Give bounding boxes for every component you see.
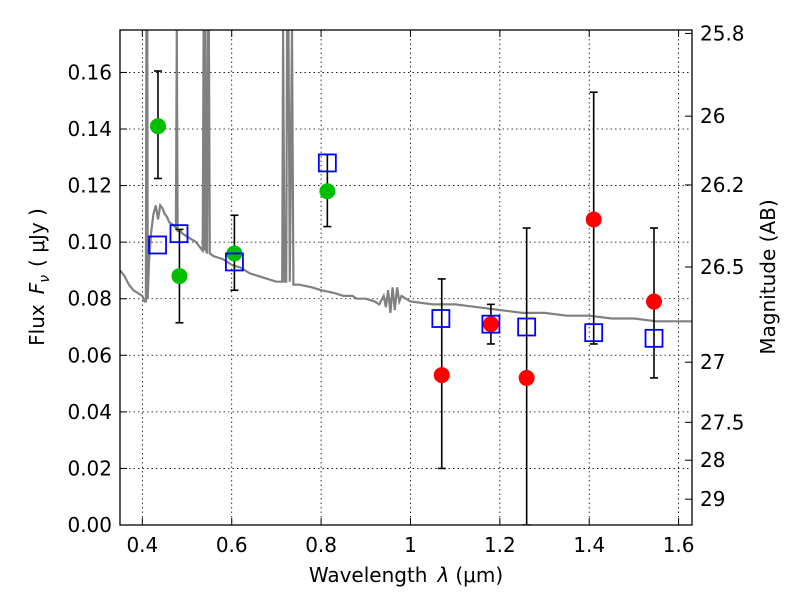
y2-tick-label: 27: [700, 350, 725, 374]
y-tick-label: 0.04: [67, 400, 112, 424]
data-point-square: [431, 309, 451, 328]
data-point-circle: [482, 316, 499, 333]
x-tick-label: 0.4: [126, 533, 158, 557]
y-tick-label: 0.00: [67, 513, 112, 537]
data-point-square: [584, 323, 604, 343]
y2-axis-ticks: 25.8 26 26.2 26.5 27 27.5 28 29: [685, 21, 745, 511]
x-tick-label: 1.2: [484, 533, 516, 557]
x-tick-label: 1.4: [573, 533, 605, 557]
data-point-circle: [518, 369, 535, 386]
data-point-square: [317, 153, 337, 173]
data-point-square: [169, 224, 189, 244]
y-tick-label: 0.14: [67, 117, 112, 141]
x-axis-ticks: 0.4 0.6 0.8 1 1.2 1.4 1.6: [126, 30, 695, 557]
x-tick-label: 0.8: [305, 533, 337, 557]
data-point-circle: [585, 211, 602, 228]
model-spectrum-line: [120, 30, 692, 323]
x-tick-label: 0.6: [216, 533, 248, 557]
x-tick-label: 1: [404, 533, 417, 557]
data-point-circle: [433, 367, 450, 384]
y2-tick-label: 29: [700, 487, 725, 511]
y-tick-label: 0.16: [67, 60, 112, 84]
y-tick-label: 0.12: [67, 174, 112, 198]
x-tick-label: 1.6: [663, 533, 695, 557]
data-point-circle: [171, 268, 188, 285]
y2-tick-label: 27.5: [700, 410, 745, 434]
data-markers: [148, 118, 664, 386]
data-point-square: [224, 252, 244, 272]
y2-tick-label: 26.5: [700, 255, 745, 279]
data-point-circle: [149, 118, 166, 135]
data-point-square: [644, 328, 664, 348]
grid-lines: [120, 30, 692, 526]
x-axis-label: Wavelength λ (μm): [309, 563, 503, 587]
y-tick-label: 0.10: [67, 230, 112, 254]
y2-tick-label: 26: [700, 104, 725, 128]
data-point-square: [517, 317, 537, 337]
y-axis-label: FluxFν( μJy ): [25, 208, 53, 346]
y2-axis-label: Magnitude (AB): [756, 199, 780, 354]
y-axis-ticks: 0.00 0.02 0.04 0.06 0.08 0.10 0.12 0.14 0.16: [67, 60, 127, 537]
data-point-circle: [646, 293, 663, 310]
y2-tick-label: 25.8: [700, 21, 745, 45]
y-tick-label: 0.02: [67, 456, 112, 480]
data-point-square: [148, 235, 167, 255]
y-tick-label: 0.06: [67, 343, 112, 367]
y2-tick-label: 26.2: [700, 173, 745, 197]
data-point-circle: [319, 183, 336, 200]
y-tick-label: 0.08: [67, 287, 112, 311]
y2-tick-label: 28: [700, 448, 725, 472]
data-point-square: [481, 314, 501, 334]
plot-frame: [119, 29, 693, 526]
